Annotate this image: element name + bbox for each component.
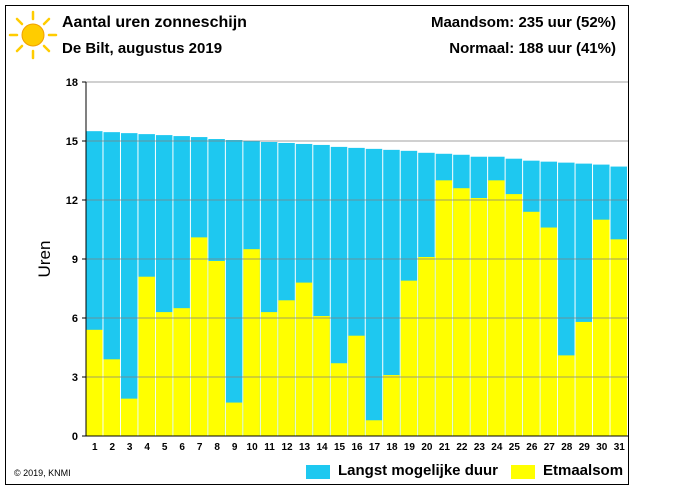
x-tick-label: 20 (421, 442, 433, 453)
bar-daily-sum (190, 237, 208, 436)
y-tick-label: 15 (66, 136, 78, 148)
x-tick-label: 26 (526, 442, 538, 453)
x-tick-label: 23 (474, 442, 486, 453)
x-tick-label: 27 (544, 442, 556, 453)
bar-daily-sum (348, 335, 365, 436)
bar-daily-sum (243, 249, 260, 436)
x-tick-label: 12 (282, 442, 294, 453)
x-tick-label: 6 (179, 442, 185, 453)
bar-daily-sum (173, 308, 190, 436)
bar-daily-sum (86, 329, 103, 436)
x-tick-label: 3 (127, 442, 133, 453)
bar-daily-sum (575, 321, 593, 436)
bar-daily-sum (470, 198, 488, 436)
bar-daily-sum (313, 316, 330, 436)
x-tick-label: 19 (404, 442, 416, 453)
x-tick-label: 18 (386, 442, 398, 453)
bar-daily-sum (295, 282, 313, 436)
x-tick-label: 22 (456, 442, 468, 453)
y-tick-label: 12 (66, 195, 78, 207)
x-tick-label: 25 (509, 442, 521, 453)
bar-daily-sum (155, 312, 173, 436)
x-tick-label: 10 (247, 442, 259, 453)
bar-daily-sum (435, 180, 453, 436)
x-tick-label: 11 (264, 442, 275, 453)
x-tick-label: 29 (579, 442, 591, 453)
bar-daily-sum (505, 194, 523, 436)
bar-daily-sum (260, 312, 278, 436)
bar-daily-sum (540, 227, 558, 436)
bar-max-duration (120, 133, 138, 436)
y-axis-label: Uren (35, 241, 54, 278)
x-tick-label: 30 (596, 442, 608, 453)
bar-max-duration (383, 149, 400, 436)
bar-max-duration (365, 148, 383, 436)
bar-daily-sum (593, 219, 610, 436)
x-tick-label: 31 (614, 442, 626, 453)
bar-daily-sum (383, 375, 400, 436)
bar-daily-sum (225, 402, 243, 436)
x-tick-label: 15 (334, 442, 346, 453)
y-tick-label: 9 (72, 254, 78, 266)
copyright: © 2019, KNMI (14, 468, 71, 478)
x-tick-label: 8 (214, 442, 220, 453)
x-tick-label: 21 (439, 442, 451, 453)
normal-value: Normaal: 188 uur (41%) (449, 40, 616, 57)
legend-swatch-max-duration (306, 465, 330, 479)
x-tick-label: 16 (351, 442, 363, 453)
bar-daily-sum (400, 280, 418, 436)
bar-daily-sum (330, 363, 348, 436)
bar-daily-sum (138, 276, 155, 436)
chart-subtitle: De Bilt, augustus 2019 (62, 40, 223, 57)
legend-label-daily-sum: Etmaalsom (543, 462, 624, 479)
x-tick-label: 1 (92, 442, 98, 453)
x-tick-label: 9 (232, 442, 238, 453)
bar-daily-sum (208, 260, 225, 436)
x-tick-label: 14 (316, 442, 328, 453)
sun-icon (8, 10, 58, 60)
x-tick-label: 13 (299, 442, 311, 453)
bar-daily-sum (488, 180, 505, 436)
bar-daily-sum (418, 257, 435, 436)
x-tick-label: 28 (561, 442, 573, 453)
y-tick-label: 0 (72, 431, 78, 443)
x-tick-label: 2 (109, 442, 115, 453)
y-tick-label: 3 (72, 372, 78, 384)
y-tick-label: 18 (66, 77, 78, 89)
bar-daily-sum (610, 239, 627, 436)
bar-daily-sum (365, 420, 383, 436)
bar-daily-sum (120, 398, 138, 436)
bar-daily-sum (523, 211, 540, 436)
x-tick-label: 17 (369, 442, 381, 453)
legend-label-max-duration: Langst mogelijke duur (338, 462, 499, 479)
x-tick-label: 7 (197, 442, 203, 453)
bar-max-duration (225, 140, 243, 436)
chart-title: Aantal uren zonneschijn (62, 14, 247, 31)
bar-daily-sum (453, 188, 470, 436)
chart-frame: Aantal uren zonneschijn De Bilt, augustu… (5, 5, 629, 485)
y-tick-label: 6 (72, 313, 78, 325)
bar-daily-sum (103, 359, 120, 436)
legend-swatch-daily-sum (511, 465, 535, 479)
bar-daily-sum (278, 300, 295, 436)
x-tick-label: 5 (162, 442, 168, 453)
x-tick-label: 4 (144, 442, 150, 453)
month-sum: Maandsom: 235 uur (52%) (430, 14, 616, 31)
x-tick-label: 24 (491, 442, 503, 453)
bar-daily-sum (558, 355, 575, 436)
